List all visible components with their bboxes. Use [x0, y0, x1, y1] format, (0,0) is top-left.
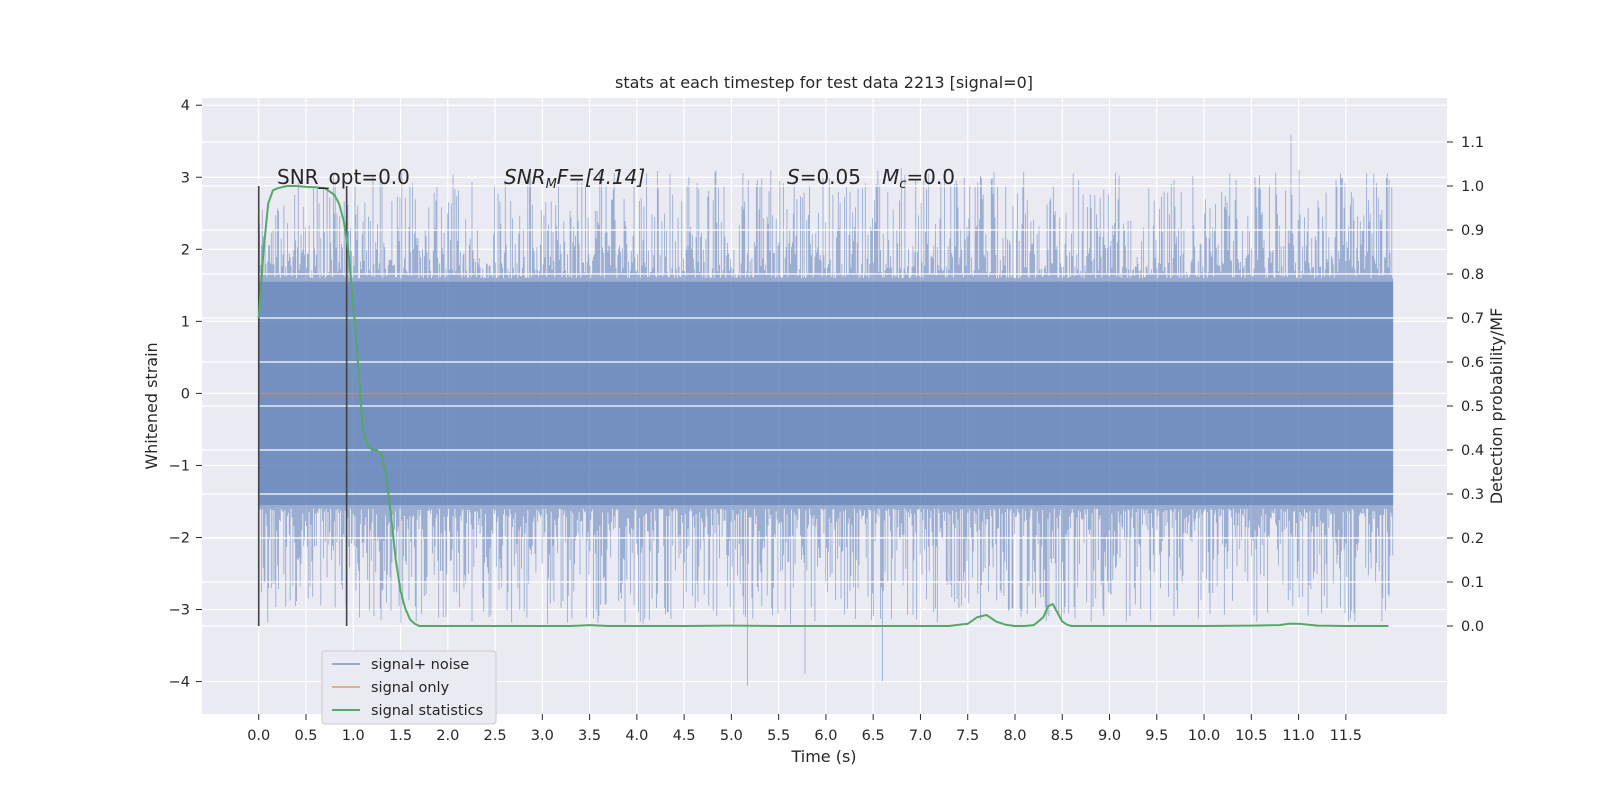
y2-tick-label: 0.2	[1461, 531, 1484, 547]
y-tick-label: 2	[181, 242, 190, 258]
y2-tick-label: 0.5	[1461, 399, 1484, 415]
legend-box	[321, 650, 497, 725]
y2-tick-label: 0.3	[1461, 487, 1484, 503]
mc-value: =0.0	[906, 165, 955, 189]
x-tick-label: 1.0	[342, 728, 365, 744]
annotation-s: S=0.05	[787, 165, 861, 189]
mc-sub: c	[899, 177, 906, 192]
x-tick-label: 3.0	[531, 728, 554, 744]
y2-axis-label: Detection probability/MF	[1487, 308, 1506, 505]
x-tick-label: 10.0	[1188, 728, 1220, 744]
y-tick-label: −4	[169, 675, 190, 691]
legend-label-signal-statistics: signal statistics	[371, 703, 483, 719]
x-axis-ticks: 0.0 0.5 1.0 1.5 2.0 2.5 3.0 3.5 4.0 4.5 5.0 5.5 6.0 6…	[247, 714, 1362, 744]
y-tick-label: 4	[181, 98, 190, 114]
x-tick-label: 4.0	[625, 728, 648, 744]
y2-tick-label: 0.6	[1461, 355, 1484, 371]
s-label: S	[787, 165, 800, 189]
x-tick-label: 11.5	[1330, 728, 1362, 744]
y2-tick-label: 1.1	[1461, 135, 1484, 151]
legend: signal+ noise signal only signal statist…	[321, 650, 497, 725]
x-tick-label: 11.0	[1282, 728, 1314, 744]
y-axis-left-ticks: 4 3 2 1 0 −1 −2 −3 −4	[169, 98, 202, 691]
snr-mf-sub: M	[546, 177, 557, 192]
x-tick-label: 7.5	[956, 728, 979, 744]
x-tick-label: 8.5	[1051, 728, 1074, 744]
y2-tick-label: 0.9	[1461, 223, 1484, 239]
y2-tick-label: 0.1	[1461, 575, 1484, 591]
x-tick-label: 0.5	[294, 728, 317, 744]
x-tick-label: 3.5	[578, 728, 601, 744]
x-tick-label: 4.5	[673, 728, 696, 744]
chart-title: stats at each timestep for test data 221…	[615, 73, 1033, 92]
x-tick-label: 2.0	[436, 728, 459, 744]
y-tick-label: 3	[181, 170, 190, 186]
y-tick-label: −2	[169, 530, 190, 546]
s-value: =0.05	[800, 165, 861, 189]
x-tick-label: 5.0	[720, 728, 743, 744]
x-tick-label: 8.0	[1003, 728, 1026, 744]
y-axis-right-ticks: 1.1 1.0 0.9 0.8 0.7 0.6 0.5 0.4 0.3 0.2 0.1 0.0	[1447, 135, 1484, 635]
x-tick-label: 9.5	[1145, 728, 1168, 744]
legend-label-signal-only: signal only	[371, 680, 450, 696]
x-tick-label: 5.5	[767, 728, 790, 744]
snr-mf-prefix: SNR	[504, 165, 546, 189]
y-tick-label: 0	[181, 386, 190, 402]
x-axis-label: Time (s)	[790, 747, 856, 766]
signal-statistics-line	[257, 185, 1389, 627]
y-tick-label: 1	[181, 314, 190, 330]
y2-tick-label: 0.7	[1461, 311, 1484, 327]
x-tick-label: 6.5	[862, 728, 885, 744]
snr-mf-suffix-f: F=[4.14]	[557, 165, 645, 189]
x-tick-label: 10.5	[1235, 728, 1267, 744]
y-axis-label: Whitened strain	[142, 342, 161, 469]
annotation-snr-mf: SNRMF=[4.14]	[504, 165, 645, 192]
annotation-snr-opt: SNR_opt=0.0	[277, 165, 410, 189]
x-tick-label: 0.0	[247, 728, 270, 744]
x-tick-label: 2.5	[484, 728, 507, 744]
y-tick-label: −3	[169, 603, 190, 619]
x-tick-label: 6.0	[814, 728, 837, 744]
y-tick-label: −1	[169, 458, 190, 474]
annotation-mc: Mc=0.0	[882, 165, 955, 192]
legend-label-signal-noise: signal+ noise	[371, 657, 469, 673]
vertical-markers	[257, 186, 348, 626]
y2-tick-label: 0.4	[1461, 443, 1484, 459]
x-tick-label: 9.0	[1098, 728, 1121, 744]
x-tick-label: 7.0	[909, 728, 932, 744]
mc-label: M	[882, 165, 899, 189]
series-signal-statistics	[257, 185, 1389, 627]
y2-tick-label: 0.8	[1461, 267, 1484, 283]
y2-tick-label: 0.0	[1461, 619, 1484, 635]
y2-tick-label: 1.0	[1461, 179, 1484, 195]
x-tick-label: 1.5	[389, 728, 412, 744]
